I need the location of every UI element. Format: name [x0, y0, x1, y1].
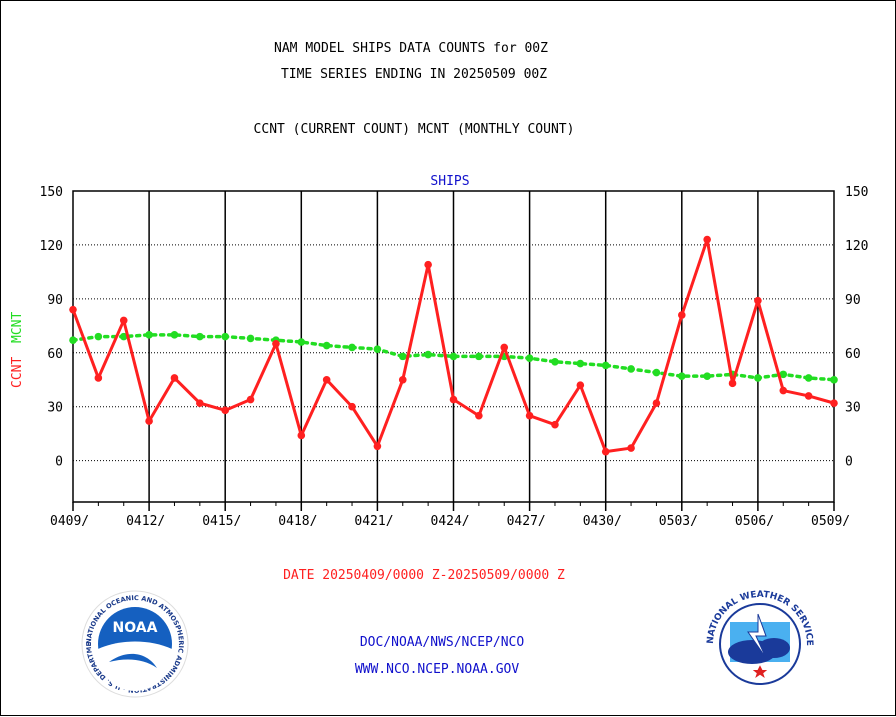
data-point-mcnt	[69, 336, 77, 345]
data-point-mcnt	[322, 341, 331, 350]
chart-title-line2: TIME SERIES ENDING IN 20250509 00Z	[281, 67, 547, 82]
data-point-ccnt	[627, 444, 635, 452]
data-point-ccnt	[449, 395, 458, 404]
data-point-ccnt	[475, 411, 483, 420]
data-point-mcnt	[779, 370, 788, 379]
data-point-ccnt	[678, 311, 686, 319]
data-point-mcnt	[678, 372, 686, 380]
x-tick-label: 0415/	[202, 514, 241, 529]
data-point-ccnt	[576, 381, 585, 389]
x-tick-label: 0506/	[735, 514, 774, 529]
data-point-ccnt	[322, 375, 331, 384]
org-label: DOC/NOAA/NWS/NCEP/NCO	[360, 635, 525, 650]
y-tick-label-left: 0	[55, 455, 63, 470]
data-point-mcnt	[170, 331, 179, 339]
x-tick-label: 0412/	[126, 514, 165, 529]
data-point-mcnt	[475, 352, 483, 361]
y-tick-label-left: 150	[40, 185, 63, 200]
data-point-ccnt	[145, 417, 153, 425]
data-point-mcnt	[652, 368, 661, 377]
data-point-ccnt	[525, 411, 534, 420]
y-axis-label-mcnt: MCNT	[10, 312, 25, 343]
data-point-mcnt	[196, 332, 204, 341]
y-tick-label-right: 150	[845, 185, 868, 200]
data-point-ccnt	[221, 406, 229, 415]
nws-logo: NATIONAL WEATHER SERVICE	[706, 590, 814, 697]
x-tick-label: 0409/	[50, 514, 89, 529]
data-point-ccnt	[170, 374, 179, 382]
y-tick-label-left: 120	[40, 239, 63, 254]
data-point-ccnt	[246, 395, 255, 404]
data-point-ccnt	[119, 316, 128, 325]
panel-title: SHIPS	[430, 174, 469, 189]
data-point-ccnt	[804, 392, 813, 400]
data-point-mcnt	[703, 372, 711, 380]
data-point-ccnt	[728, 379, 737, 388]
data-point-mcnt	[804, 374, 813, 382]
data-point-ccnt	[424, 260, 432, 269]
data-point-mcnt	[627, 365, 635, 373]
plot-border	[72, 190, 835, 503]
date-range-label: DATE 20250409/0000 Z-20250509/0000 Z	[283, 568, 565, 583]
x-tick-label: 0509/	[811, 514, 850, 529]
data-point-ccnt	[373, 442, 382, 451]
data-point-ccnt	[196, 399, 204, 407]
chart-title-line3: CCNT (CURRENT COUNT) MCNT (MONTHLY COUNT…	[254, 122, 575, 137]
data-point-mcnt	[119, 332, 128, 341]
plot-area: 150 150 120 120 90 90 60 60 30 30 0 0 0409/0412/0415…	[40, 185, 869, 529]
x-tick-label: 0421/	[354, 514, 393, 529]
data-point-ccnt	[703, 235, 711, 244]
x-tick-label: 0424/	[431, 514, 470, 529]
y-tick-label-right: 30	[845, 401, 861, 416]
data-point-mcnt	[601, 361, 610, 370]
y-tick-label-left: 30	[47, 401, 63, 416]
data-point-mcnt	[525, 354, 534, 362]
data-point-mcnt	[424, 350, 432, 359]
y-tick-label-left: 60	[47, 347, 63, 362]
data-point-mcnt	[297, 338, 306, 346]
y-tick-label-right: 90	[845, 293, 861, 308]
data-point-ccnt	[348, 402, 356, 411]
data-point-ccnt	[601, 447, 610, 456]
data-point-mcnt	[145, 331, 153, 339]
data-point-ccnt	[69, 305, 77, 314]
y-axis-label-ccnt: CCNT	[10, 357, 25, 388]
data-point-ccnt	[779, 386, 788, 395]
data-point-ccnt	[94, 374, 103, 382]
data-point-mcnt	[246, 334, 255, 343]
noaa-logo-text: NOAA	[113, 620, 158, 636]
data-point-ccnt	[398, 375, 407, 384]
data-point-mcnt	[94, 332, 103, 341]
data-point-mcnt	[754, 374, 762, 382]
y-tick-label-right: 0	[845, 455, 853, 470]
y-tick-label-right: 120	[845, 239, 868, 254]
noaa-logo: NATIONAL OCEANIC AND ATMOSPHERIC ADMINIS…	[81, 590, 189, 698]
x-tick-label: 0418/	[278, 514, 317, 529]
data-point-mcnt	[449, 352, 458, 361]
data-point-mcnt	[398, 352, 407, 361]
data-point-mcnt	[221, 332, 229, 341]
data-point-ccnt	[272, 340, 280, 348]
data-point-ccnt	[754, 296, 762, 305]
data-point-ccnt	[652, 399, 661, 407]
data-point-mcnt	[576, 359, 585, 368]
data-point-ccnt	[830, 399, 838, 407]
chart-title-line1: NAM MODEL SHIPS DATA COUNTS for 00Z	[274, 41, 548, 56]
data-point-mcnt	[373, 345, 382, 353]
data-point-ccnt	[297, 431, 306, 440]
x-tick-label: 0503/	[659, 514, 698, 529]
data-point-ccnt	[551, 420, 559, 429]
x-tick-label: 0427/	[507, 514, 546, 529]
data-point-mcnt	[348, 343, 356, 352]
data-point-mcnt	[830, 375, 838, 384]
website-link[interactable]: WWW.NCO.NCEP.NOAA.GOV	[355, 662, 520, 677]
data-point-ccnt	[500, 343, 509, 352]
data-point-mcnt	[551, 357, 559, 366]
x-tick-label: 0430/	[583, 514, 622, 529]
y-tick-label-right: 60	[845, 347, 861, 362]
y-tick-label-left: 90	[47, 293, 63, 308]
